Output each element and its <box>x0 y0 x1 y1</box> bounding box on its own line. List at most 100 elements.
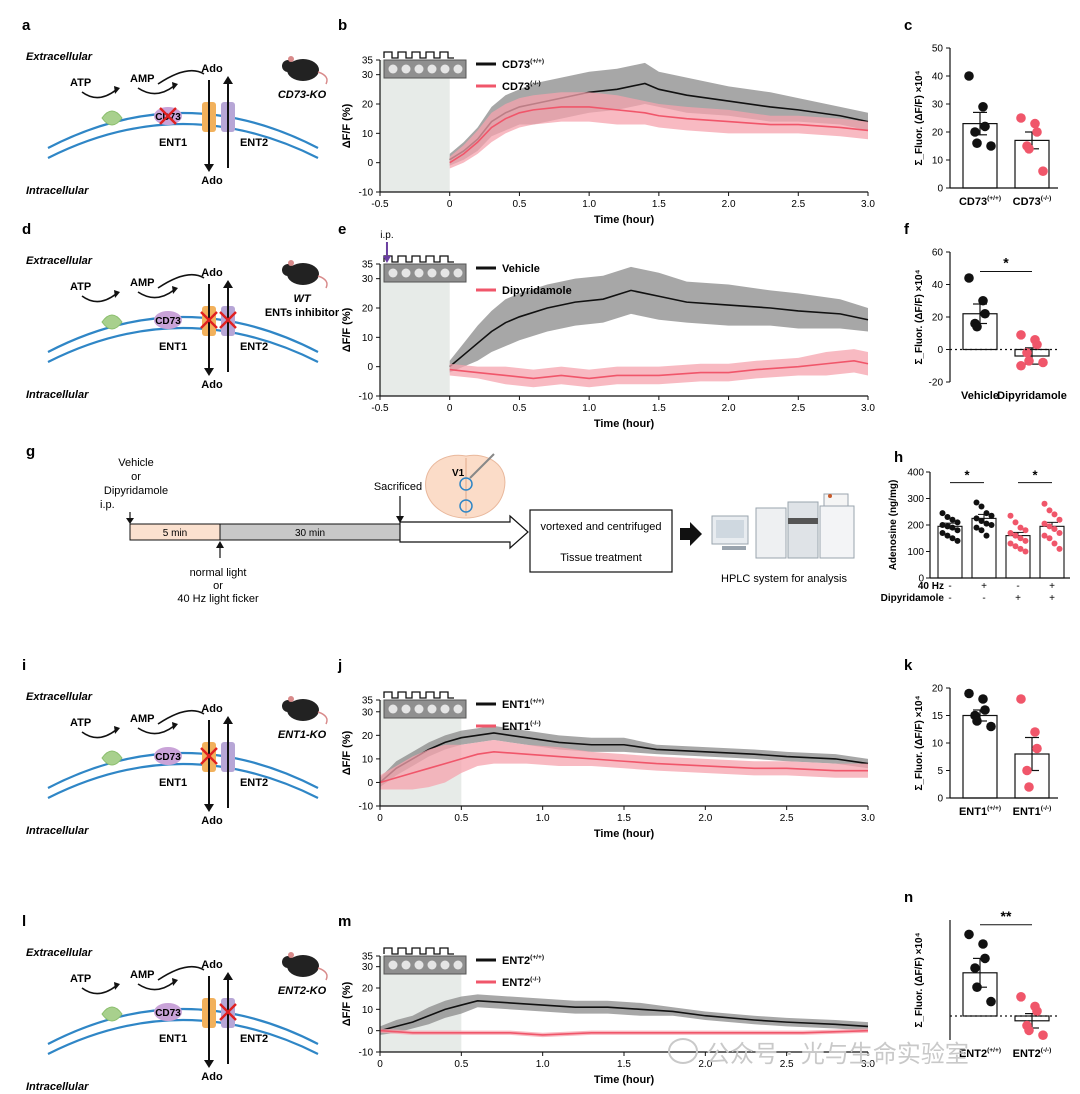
x-tick-label: 0.5 <box>512 199 526 210</box>
watermark-text: 公众号 · 光与生命实验室 <box>706 1039 969 1068</box>
data-point <box>944 523 951 530</box>
data-point <box>1051 511 1058 518</box>
y-tick-label: 10 <box>932 739 944 750</box>
y-tick-label: 30 <box>362 70 374 81</box>
transport-arrowhead-up <box>223 972 233 980</box>
category-label-1: ENT2(-/-) <box>1013 1047 1052 1060</box>
legend-label-1-main: ENT1 <box>502 721 530 733</box>
condition-mark: - <box>948 593 951 604</box>
legend-label-0: CD73(+/+) <box>502 58 544 71</box>
x-tick-label: -0.5 <box>371 199 389 210</box>
mouse-ear <box>288 696 294 702</box>
category-label-1-main: Dipyridamole <box>997 390 1067 402</box>
data-point <box>949 524 956 531</box>
data-point <box>978 503 985 510</box>
data-point <box>1041 520 1048 527</box>
treatment-line-2: Tissue treatment <box>560 552 642 564</box>
data-point <box>1038 1030 1048 1040</box>
data-point <box>973 499 980 506</box>
ent1-label: ENT1 <box>159 777 187 789</box>
category-label-0-main: Vehicle <box>961 390 999 402</box>
mouse-icon <box>282 952 328 981</box>
data-point <box>980 308 990 319</box>
series-0-band <box>380 994 868 1035</box>
data-point <box>973 524 980 531</box>
y-tick-label: 20 <box>932 313 944 324</box>
chart-c: c CD73(+/+) CD73(-/-) 0 10 20 30 40 50 Σ_Fluor. (… <box>896 8 1076 218</box>
sacrificed-label: Sacrificed <box>374 481 422 493</box>
mouse-ear <box>288 952 294 958</box>
cd73-icon <box>154 311 182 329</box>
membrane-outer <box>47 751 319 789</box>
schematic-i: i Extracellular Intracellular CD73 ENT1 ENT2 A… <box>18 648 348 838</box>
y-tick-label: 20 <box>362 304 374 315</box>
data-point <box>1024 144 1034 154</box>
reaction-arrow-2 <box>137 981 175 991</box>
data-point <box>939 522 946 528</box>
reaction-arrow-3 <box>157 273 205 289</box>
reaction-arrow-1 <box>81 89 117 99</box>
mouse-label: ENT1-KO <box>278 729 327 741</box>
timebar-main-label: 30 min <box>295 528 325 539</box>
y-tick-label: 20 <box>932 684 944 695</box>
light-pulse-icon <box>383 947 454 955</box>
led-icon <box>427 268 437 278</box>
data-point <box>1017 524 1024 531</box>
brain-illustration <box>425 453 506 519</box>
data-point <box>973 515 980 522</box>
light-period-shade <box>380 60 450 192</box>
x-tick-label: 0 <box>377 813 383 824</box>
panel-label: f <box>904 221 910 238</box>
data-point <box>949 516 956 523</box>
led-icon <box>427 704 437 714</box>
y-axis-label: Σ_Fluor. (ΔF/F) ×10⁴ <box>914 70 925 165</box>
reaction-arrow-1 <box>81 293 117 303</box>
data-point <box>1022 765 1032 776</box>
x-tick-label: 0.5 <box>454 813 468 824</box>
light-pulse-icon <box>383 691 454 699</box>
stimulus-line-3: 40 Hz light ficker <box>177 593 259 605</box>
x-tick-label: 2.0 <box>722 199 736 210</box>
x-axis-label: Time (hour) <box>594 418 655 430</box>
data-point <box>980 705 990 715</box>
cd73-label: CD73 <box>155 752 181 763</box>
chart-n: n ENT2(+/+) ENT2(-/-) Σ_Fluor. (ΔF/F) ×10⁴ *… <box>896 880 1076 1070</box>
significance-mark: * <box>1032 468 1038 483</box>
series-1-line <box>449 106 869 164</box>
y-tick-label: 0 <box>367 1026 373 1037</box>
enzyme-icon <box>101 1006 123 1022</box>
x-tick-label: 1.0 <box>536 1059 550 1070</box>
x-axis-label: Time (hour) <box>594 828 655 840</box>
y-tick-label: 400 <box>907 468 924 479</box>
data-point <box>1017 545 1024 552</box>
category-label-0: CD73(+/+) <box>959 195 1001 208</box>
injection-line-3: Dipyridamole <box>104 485 168 497</box>
mouse-head <box>282 60 294 72</box>
mouse-tail <box>317 71 328 85</box>
y-tick-label: 10 <box>362 754 374 765</box>
mouse-label: WT <box>293 293 311 305</box>
data-point <box>980 121 990 132</box>
x-axis-label: Time (hour) <box>594 1074 655 1086</box>
mouse-label: CD73-KO <box>278 89 327 101</box>
data-point <box>964 929 974 940</box>
data-point <box>983 510 990 517</box>
y-tick-label: 0 <box>937 184 943 195</box>
x-tick-label: 0 <box>447 403 453 414</box>
data-point <box>1024 1025 1034 1036</box>
mouse-body <box>287 59 319 81</box>
x-tick-label: 1.0 <box>536 813 550 824</box>
wechat-icon <box>668 1038 698 1064</box>
transport-arrowhead-down <box>204 1060 214 1068</box>
amp-label: AMP <box>130 713 154 725</box>
panel-label: c <box>904 17 912 34</box>
cd73-icon <box>154 1003 182 1021</box>
data-point <box>1041 532 1048 539</box>
mouse-ear <box>288 56 294 62</box>
reaction-arrow-2 <box>137 85 175 95</box>
series-1-line <box>449 359 869 380</box>
y-tick-label: 40 <box>932 280 944 291</box>
data-point <box>1016 113 1026 123</box>
category-label-0-main: ENT2 <box>959 1048 987 1060</box>
data-point <box>980 953 990 964</box>
